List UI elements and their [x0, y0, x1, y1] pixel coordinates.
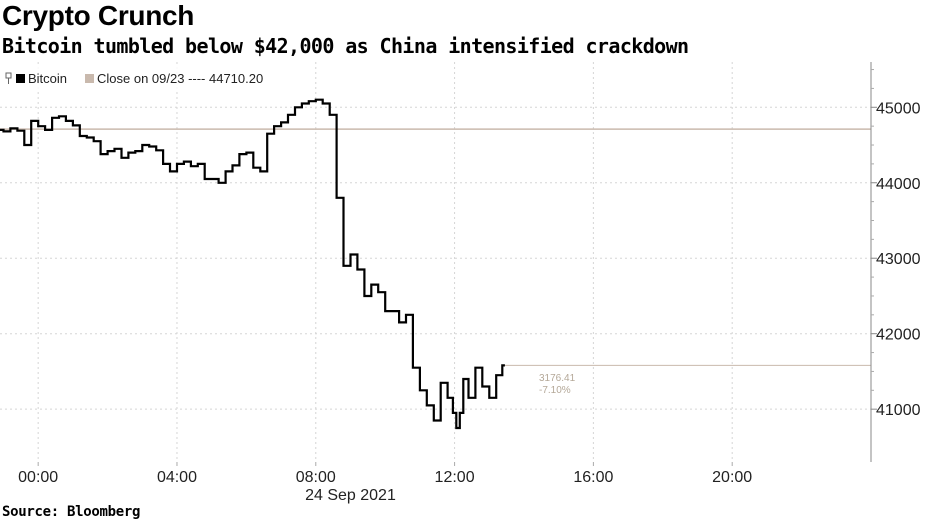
legend: Bitcoin Close on 09/23 ---- 44710.20 — [0, 66, 296, 92]
legend-label-reference: Close on 09/23 ---- 44710.20 — [97, 71, 263, 86]
y-tick-label: 44000 — [876, 176, 921, 193]
y-tick-label: 45000 — [876, 100, 921, 117]
x-tick-label: 04:00 — [157, 469, 197, 486]
y-axis: 41000 42000 43000 44000 45000 — [871, 69, 921, 419]
legend-swatch-bitcoin — [16, 74, 25, 83]
y-tick-label: 41000 — [876, 402, 921, 419]
y-tick-label: 43000 — [876, 251, 921, 268]
grid — [0, 62, 871, 462]
series-line-bitcoin — [0, 98, 505, 430]
x-tick-label: 20:00 — [712, 469, 752, 486]
chart-subtitle: Bitcoin tumbled below $42,000 as China i… — [2, 34, 689, 58]
legend-label-bitcoin: Bitcoin — [28, 71, 67, 86]
x-tick-label: 16:00 — [573, 469, 613, 486]
x-tick-label: 12:00 — [435, 469, 475, 486]
callout-change: -7.10% — [539, 385, 571, 396]
x-tick-label: 00:00 — [18, 469, 58, 486]
y-tick-label: 42000 — [876, 327, 921, 344]
chart-title: Crypto Crunch — [2, 0, 195, 31]
legend-swatch-reference — [85, 74, 94, 83]
source-note: Source: Bloomberg — [2, 504, 141, 520]
x-axis-date-label: 24 Sep 2021 — [305, 487, 396, 504]
x-axis: 00:00 04:00 08:00 12:00 16:00 20:00 — [18, 462, 752, 486]
callout: 3176.41 -7.10% — [539, 373, 576, 396]
callout-last-value: 3176.41 — [539, 373, 576, 384]
x-tick-label: 08:00 — [296, 469, 336, 486]
legend-toggle-icon[interactable] — [5, 72, 12, 84]
